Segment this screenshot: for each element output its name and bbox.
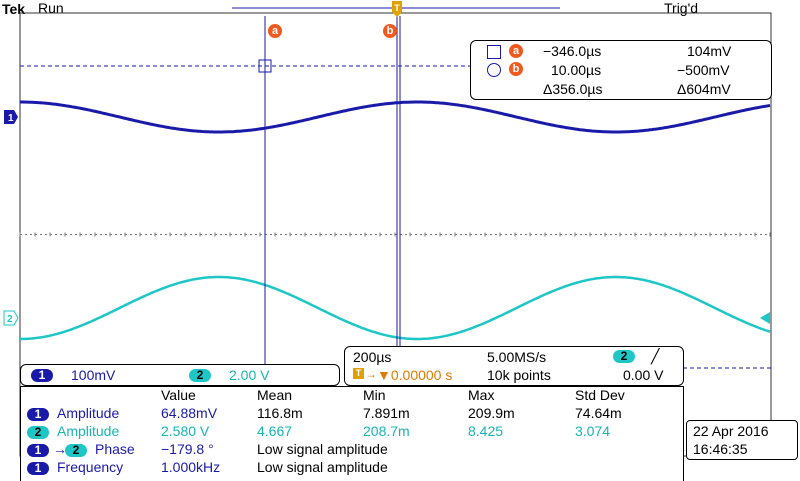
measurement-ch-badge: 1 <box>27 462 49 475</box>
measurement-std: 74.64m <box>575 405 622 421</box>
trigger-status: Trig'd <box>664 0 699 16</box>
sample-rate: 5.00MS/s <box>487 349 547 365</box>
ch1-badge[interactable]: 1 <box>31 369 53 382</box>
measurement-ch-badge: 2 <box>27 426 49 439</box>
cursor-b-time: 10.00µs <box>551 62 602 78</box>
measurement-label: Amplitude <box>57 405 120 421</box>
measurement-label: Phase <box>95 441 135 457</box>
record-length: 10k points <box>487 367 551 383</box>
delta-volt: Δ604mV <box>677 81 731 97</box>
measurement-ch-badge: 1 <box>27 444 49 457</box>
ch2-scale[interactable]: 2.00 V <box>229 367 270 383</box>
arrow-icon: → <box>53 441 67 457</box>
cursor-a-time: −346.0µs <box>543 43 602 59</box>
measurement-value: 2.580 V <box>161 423 210 439</box>
measurement-max: 8.425 <box>468 423 504 439</box>
measurement-min: 7.891m <box>363 405 410 421</box>
cursor-a-volt: 104mV <box>687 43 732 59</box>
cursor-b-badge[interactable]: b <box>383 24 397 38</box>
ch2-badge[interactable]: 2 <box>189 369 211 382</box>
measurement-mean: Low signal amplitude <box>257 441 388 457</box>
cursor-readout-panel: a −346.0µs 104mV b 10.00µs −500mV Δ356.0… <box>470 40 772 100</box>
trigger-position-icon <box>392 1 402 17</box>
date: 22 Apr 2016 <box>693 423 769 439</box>
graticule-grid <box>19 232 771 237</box>
cursor-a-square-icon <box>487 45 501 59</box>
measurement-header: Std Dev <box>575 387 625 403</box>
measurement-max: 209.9m <box>468 405 515 421</box>
trigger-level-icon <box>760 312 770 324</box>
timebase-panel: 200µs 5.00MS/s 2 ╱ T → ▼0.00000 s 10k po… <box>344 346 684 386</box>
trigger-position[interactable]: ▼0.00000 s <box>377 367 453 383</box>
trigger-position-small-icon: T <box>353 368 364 379</box>
measurement-value: 64.88mV <box>161 405 218 421</box>
measurement-header: Min <box>363 387 386 403</box>
svg-text:2: 2 <box>7 314 13 325</box>
measurement-ch2-badge: 2 <box>65 444 87 457</box>
svg-text:T: T <box>394 3 400 13</box>
cursor-a-badge[interactable]: a <box>268 24 282 38</box>
measurement-mean: 4.667 <box>257 423 293 439</box>
ch1-waveform <box>20 100 771 134</box>
time: 16:46:35 <box>693 441 748 457</box>
measurement-header: Mean <box>257 387 293 403</box>
measurement-header: Max <box>468 387 495 403</box>
measurement-header: Value <box>161 387 196 403</box>
rising-edge-icon: ╱ <box>651 348 660 364</box>
measurement-mean: 116.8m <box>257 405 303 421</box>
cursor-b-circle-icon <box>487 63 501 77</box>
measurement-mean: Low signal amplitude <box>257 459 388 475</box>
cursor-a-readout-badge: a <box>509 44 523 58</box>
svg-text:1: 1 <box>8 113 14 124</box>
cursor-a-square-icon <box>258 59 272 73</box>
measurement-value: 1.000kHz <box>161 459 221 475</box>
acquisition-status: Run <box>38 0 64 16</box>
ch1-marker-icon <box>4 110 18 124</box>
ch2-waveform <box>20 275 771 341</box>
cursor-b-volt: −500mV <box>677 62 730 78</box>
measurement-label: Amplitude <box>57 423 120 439</box>
ch1-scale[interactable]: 100mV <box>71 367 116 383</box>
time-per-div[interactable]: 200µs <box>353 349 392 365</box>
measurement-value: −179.8 ° <box>161 441 214 457</box>
ch2-marker-icon <box>3 310 19 326</box>
datetime-panel: 22 Apr 2016 16:46:35 <box>686 420 798 460</box>
trigger-source-badge[interactable]: 2 <box>613 350 635 363</box>
measurements-panel: Value Mean Min Max Std Dev 1 Amplitude 64.88mV… <box>20 386 684 481</box>
trigger-level[interactable]: 0.00 V <box>623 367 664 383</box>
channel-scale-panel: 1 100mV 2 2.00 V <box>20 364 340 386</box>
measurement-std: 3.074 <box>575 423 611 439</box>
delta-time: Δ356.0µs <box>543 81 603 97</box>
measurement-min: 208.7m <box>363 423 410 439</box>
measurement-ch-badge: 1 <box>27 408 49 421</box>
measurement-label: Frequency <box>57 459 124 475</box>
brand-logo: Tek <box>2 1 26 17</box>
cursor-b-readout-badge: b <box>509 62 523 76</box>
